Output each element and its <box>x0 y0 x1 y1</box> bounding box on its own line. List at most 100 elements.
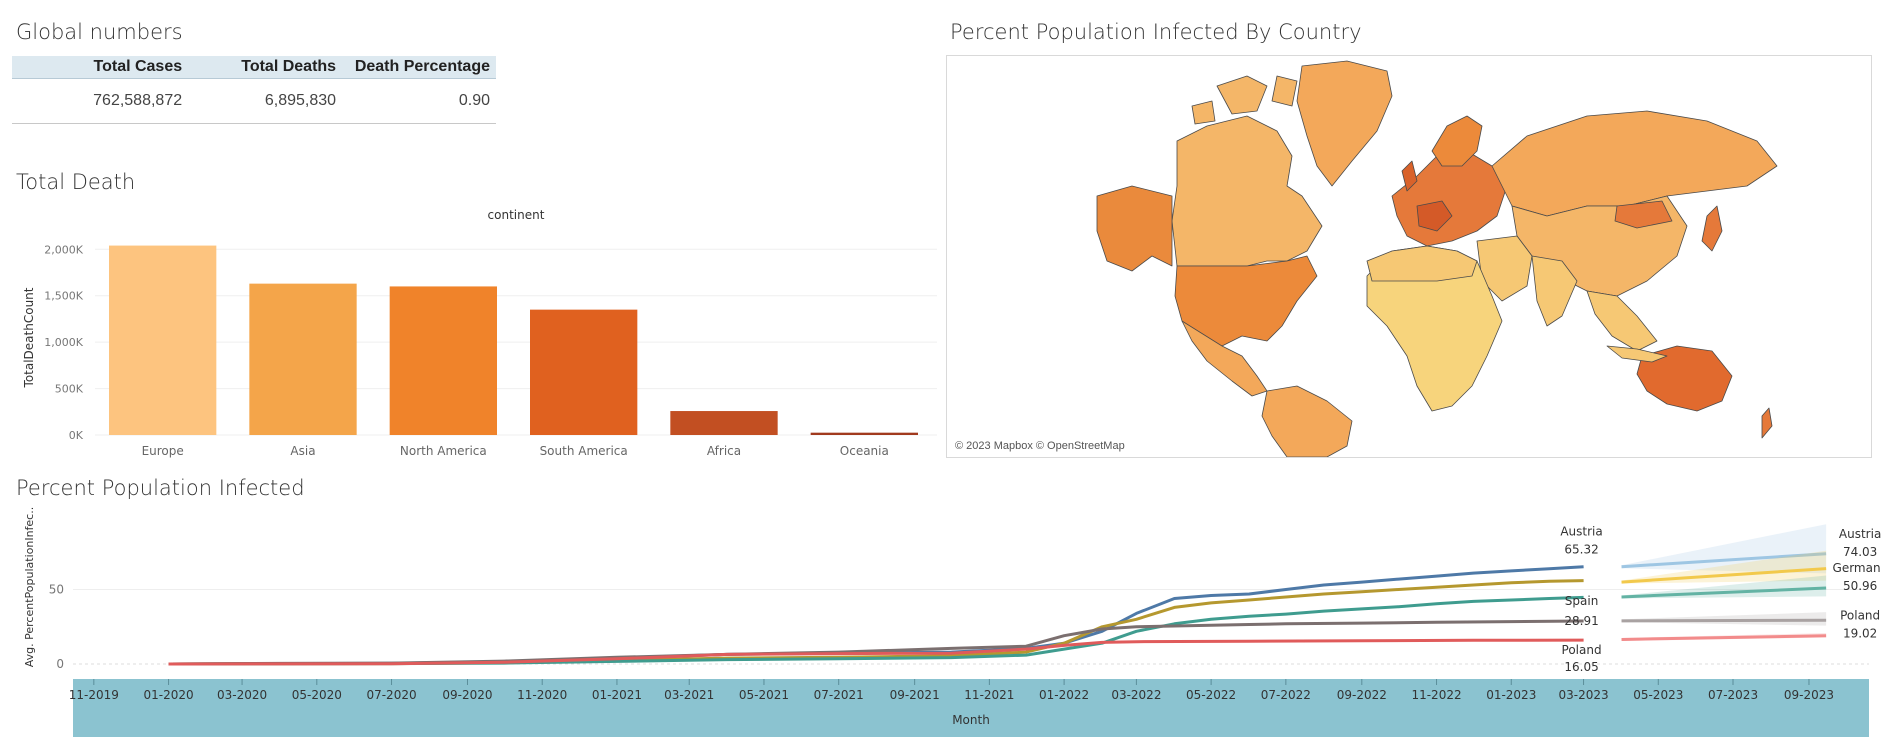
bar-africa[interactable] <box>670 411 778 435</box>
end-label-name: Poland <box>1562 643 1602 657</box>
x-tick-label: 11-2022 <box>1411 688 1461 702</box>
x-tick-label: 09-2021 <box>890 688 940 702</box>
x-tick-label: 01-2020 <box>143 688 193 702</box>
x-axis-title: Month <box>952 713 990 727</box>
x-axis-band[interactable] <box>73 679 1869 737</box>
x-tick-label: 03-2022 <box>1111 688 1161 702</box>
y-tick-label: 50 <box>49 583 64 597</box>
north-africa-shape[interactable] <box>1366 245 1478 282</box>
forecast-band-2 <box>1621 575 1827 599</box>
forecast-band-0 <box>1621 524 1827 574</box>
line-chart-title: Percent Population Infected <box>16 476 305 500</box>
mexico-shape[interactable] <box>1181 320 1268 397</box>
forecast-line-0[interactable] <box>1621 552 1827 569</box>
global-numbers-table: Total Cases Total Deaths Death Percentag… <box>12 56 496 124</box>
uk-shape[interactable] <box>1401 160 1418 192</box>
end-label-value: 16.05 <box>1564 660 1598 674</box>
forecast-line-4[interactable] <box>1621 634 1827 641</box>
y-tick-label: 500K <box>55 383 84 396</box>
x-tick-label: Asia <box>290 444 315 458</box>
x-tick-label: Europe <box>142 444 184 458</box>
bar-asia[interactable] <box>249 283 357 435</box>
forecast-label-value: 74.03 <box>1843 545 1877 559</box>
indonesia-shape[interactable] <box>1606 345 1668 363</box>
australia-shape[interactable] <box>1636 345 1733 412</box>
x-tick-label: 05-2022 <box>1186 688 1236 702</box>
alaska-shape[interactable] <box>1096 185 1173 272</box>
x-tick-label: South America <box>540 444 628 458</box>
x-tick-label: 11-2019 <box>69 688 119 702</box>
value-total-cases: 762,588,872 <box>93 92 183 109</box>
japan-shape[interactable] <box>1701 205 1723 252</box>
end-label-name: Spain <box>1565 594 1599 608</box>
southeast-asia-shape[interactable] <box>1586 290 1658 352</box>
series-line-4[interactable] <box>168 638 1584 666</box>
mongolia-shape[interactable] <box>1614 200 1673 229</box>
y-tick-label: 0K <box>69 429 84 442</box>
forecast-band-3 <box>1621 612 1827 626</box>
scandinavia-shape[interactable] <box>1431 115 1483 167</box>
y-tick-label: 0 <box>56 657 64 671</box>
continent-header: continent <box>488 208 545 222</box>
end-label-value: 28.91 <box>1564 614 1598 628</box>
arctic-islands-shape[interactable] <box>1191 75 1298 125</box>
central-europe-shape[interactable] <box>1416 200 1453 232</box>
bar-south-america[interactable] <box>530 309 638 435</box>
x-tick-label: 03-2021 <box>664 688 714 702</box>
x-tick-label: 05-2020 <box>292 688 342 702</box>
forecast-line-3[interactable] <box>1621 618 1827 623</box>
forecast-label-name: Germany <box>1833 561 1881 575</box>
map-attribution: © 2023 Mapbox © OpenStreetMap <box>955 440 1125 452</box>
total-death-bar-chart: continent TotalDeathCount 0K 500K 1,000K 1,50… <box>22 208 937 458</box>
bar-europe[interactable] <box>109 245 217 435</box>
total-death-title: Total Death <box>16 170 136 194</box>
new-zealand-shape[interactable] <box>1761 407 1773 439</box>
forecast-label-value: 19.02 <box>1843 627 1877 641</box>
world-map-svg <box>1096 60 1778 457</box>
forecast-label-name: Poland <box>1840 609 1880 623</box>
x-tick-label: 01-2021 <box>592 688 642 702</box>
y-tick-label: 1,500K <box>44 290 83 303</box>
bar-oceania[interactable] <box>810 432 918 435</box>
world-map[interactable]: © 2023 Mapbox © OpenStreetMap <box>946 55 1872 458</box>
forecast-band-1 <box>1621 550 1827 584</box>
x-tick-label: 11-2021 <box>964 688 1014 702</box>
canada-shape[interactable] <box>1171 115 1323 267</box>
value-total-deaths: 6,895,830 <box>264 92 337 109</box>
y-tick-label: 2,000K <box>44 243 83 256</box>
end-label-value: 65.32 <box>1564 543 1598 557</box>
forecast-line-1[interactable] <box>1621 567 1827 584</box>
end-label-name: Austria <box>1560 525 1602 539</box>
x-tick-label: 09-2020 <box>442 688 492 702</box>
header-death-percentage[interactable]: Death Percentage <box>354 58 490 75</box>
x-tick-label: 09-2023 <box>1784 688 1834 702</box>
x-tick-label: 07-2022 <box>1261 688 1311 702</box>
global-numbers-title: Global numbers <box>16 20 183 44</box>
y-axis-label: Avg. PercentPopulationInfec.. <box>23 507 36 667</box>
x-tick-label: Africa <box>707 444 741 458</box>
greenland-shape[interactable] <box>1296 60 1393 187</box>
x-tick-label: 03-2023 <box>1558 688 1608 702</box>
forecast-label-name: Austria <box>1839 527 1881 541</box>
header-total-deaths[interactable]: Total Deaths <box>241 58 337 75</box>
header-total-cases[interactable]: Total Cases <box>93 58 183 75</box>
map-countries <box>1096 60 1778 457</box>
forecast-line-2[interactable] <box>1621 586 1827 599</box>
x-tick-label: 03-2020 <box>217 688 267 702</box>
global-numbers-header-row: Total Cases Total Deaths Death Percentag… <box>12 56 496 79</box>
y-tick-label: 1,000K <box>44 336 83 349</box>
russia-shape[interactable] <box>1491 110 1778 217</box>
y-axis-label: TotalDeathCount <box>22 287 36 388</box>
x-tick-label: 07-2023 <box>1708 688 1758 702</box>
global-numbers-value-row[interactable]: 762,588,872 6,895,830 0.90 <box>12 79 496 124</box>
x-tick-label: 05-2023 <box>1633 688 1683 702</box>
x-tick-label: North America <box>400 444 487 458</box>
map-title: Percent Population Infected By Country <box>950 20 1362 44</box>
south-america-shape[interactable] <box>1261 385 1353 457</box>
india-shape[interactable] <box>1531 255 1578 327</box>
x-tick-label: 01-2022 <box>1039 688 1089 702</box>
bar-north-america[interactable] <box>389 286 497 435</box>
x-tick-label: 07-2020 <box>366 688 416 702</box>
value-death-percentage: 0.90 <box>458 92 490 109</box>
x-tick-label: 05-2021 <box>739 688 789 702</box>
